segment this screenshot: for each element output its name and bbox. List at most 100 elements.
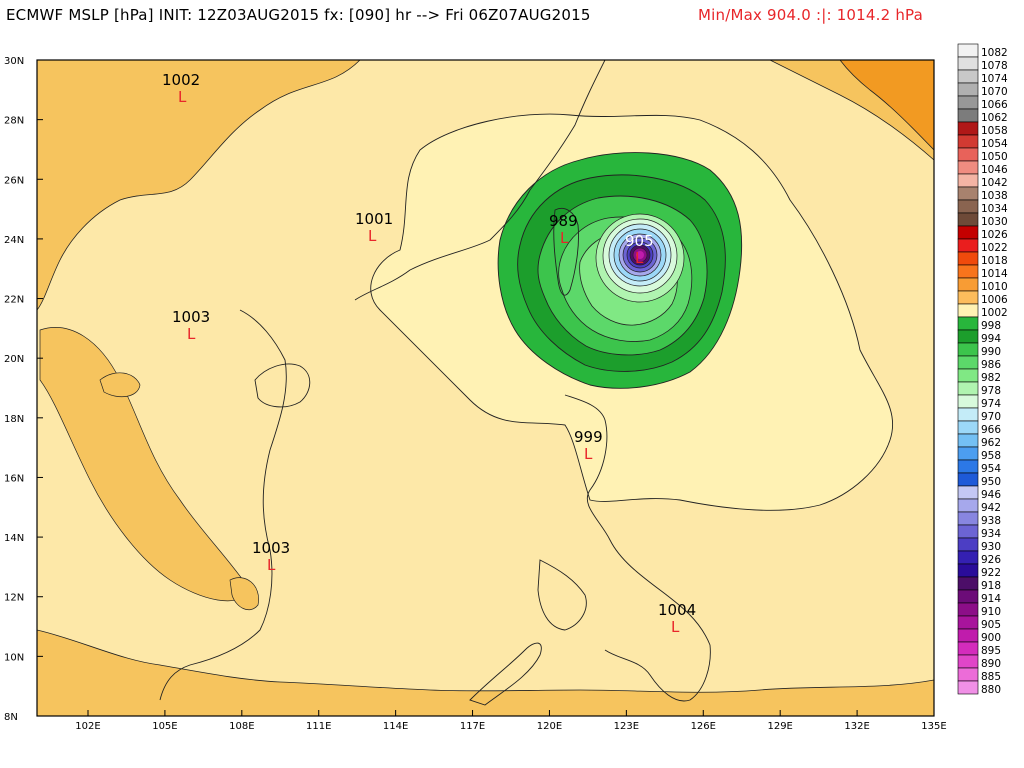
lat-tick-label: 20N — [4, 354, 24, 365]
legend-swatch — [957, 108, 979, 123]
legend-swatch — [957, 550, 979, 565]
legend-swatch — [957, 355, 979, 370]
legend-swatch — [957, 342, 979, 357]
lon-tick-label: 129E — [767, 721, 792, 732]
legend-swatch — [957, 667, 979, 682]
legend-swatch — [957, 381, 979, 396]
legend-label: 880 — [981, 684, 1001, 696]
low-marker: L — [635, 249, 644, 267]
legend-label: 1082 — [981, 47, 1008, 59]
legend-label: 1030 — [981, 216, 1008, 228]
lon-tick-label: 114E — [383, 721, 408, 732]
legend-swatch — [957, 121, 979, 136]
legend-label: 1006 — [981, 294, 1008, 306]
legend-swatch — [957, 173, 979, 188]
legend-label: 914 — [981, 593, 1001, 605]
lat-tick-label: 30N — [4, 56, 24, 67]
legend-label: 1026 — [981, 229, 1008, 241]
legend-label: 938 — [981, 515, 1001, 527]
legend-label: 1050 — [981, 151, 1008, 163]
legend-label: 950 — [981, 476, 1001, 488]
legend-swatch — [957, 303, 979, 318]
legend-swatch — [957, 134, 979, 149]
legend-swatch — [957, 602, 979, 617]
legend-label: 1070 — [981, 86, 1008, 98]
legend-swatch — [957, 394, 979, 409]
lat-tick-label: 26N — [4, 175, 24, 186]
plot-frame — [36, 59, 935, 717]
lat-tick-label: 22N — [4, 295, 24, 306]
lon-tick-label: 120E — [537, 721, 562, 732]
legend-swatch — [957, 576, 979, 591]
legend-label: 1054 — [981, 138, 1008, 150]
pressure-label: 1004 — [658, 601, 696, 619]
legend-swatch — [957, 199, 979, 214]
legend-label: 974 — [981, 398, 1001, 410]
lon-tick-label: 126E — [691, 721, 716, 732]
legend-swatch — [957, 251, 979, 266]
legend-label: 926 — [981, 554, 1001, 566]
legend-label: 1074 — [981, 73, 1008, 85]
legend-label: 1066 — [981, 99, 1008, 111]
legend-label: 895 — [981, 645, 1001, 657]
latitude-axis: 30N 28N 26N 24N 22N 20N 18N 16N 14N 12N 10N 8N — [4, 56, 43, 723]
legend-swatch — [957, 225, 979, 240]
lon-tick-label: 132E — [844, 721, 869, 732]
legend-label: 942 — [981, 502, 1001, 514]
legend-label: 954 — [981, 463, 1001, 475]
legend-label: 1022 — [981, 242, 1008, 254]
legend-label: 1002 — [981, 307, 1008, 319]
legend-swatch — [957, 82, 979, 97]
legend-swatch — [957, 537, 979, 552]
legend-swatch — [957, 69, 979, 84]
legend-swatch — [957, 511, 979, 526]
legend-swatch — [957, 238, 979, 253]
lat-tick-label: 16N — [4, 473, 24, 484]
legend-swatch — [957, 212, 979, 227]
low-marker: L — [671, 618, 680, 636]
legend-label: 1010 — [981, 281, 1008, 293]
legend-label: 1062 — [981, 112, 1008, 124]
legend-label: 1042 — [981, 177, 1008, 189]
legend-swatch — [957, 472, 979, 487]
legend-label: 982 — [981, 372, 1001, 384]
field-1010-patch-a — [99, 372, 141, 398]
legend-label: 890 — [981, 658, 1001, 670]
legend-swatch — [957, 329, 979, 344]
lat-tick-label: 18N — [4, 414, 24, 425]
legend-label: 1046 — [981, 164, 1008, 176]
lon-tick-label: 111E — [306, 721, 331, 732]
pressure-label: 1001 — [355, 210, 393, 228]
legend-label: 900 — [981, 632, 1001, 644]
legend-label: 1014 — [981, 268, 1008, 280]
legend-label: 1034 — [981, 203, 1008, 215]
pressure-label: 1002 — [162, 71, 200, 89]
legend-label: 978 — [981, 385, 1001, 397]
legend-swatch — [957, 680, 979, 695]
lat-tick-label: 10N — [4, 652, 24, 663]
low-marker: L — [178, 88, 187, 106]
legend-label: 934 — [981, 528, 1001, 540]
legend-label: 1018 — [981, 255, 1008, 267]
low-marker: L — [267, 556, 276, 574]
legend-label: 958 — [981, 450, 1001, 462]
field-905 — [636, 251, 644, 259]
legend-label: 885 — [981, 671, 1001, 683]
lon-tick-label: 105E — [152, 721, 177, 732]
legend-swatch — [957, 95, 979, 110]
legend-label: 1038 — [981, 190, 1008, 202]
legend-label: 962 — [981, 437, 1001, 449]
lat-tick-label: 8N — [4, 712, 18, 723]
legend-label: 910 — [981, 606, 1001, 618]
legend-swatch — [957, 420, 979, 435]
lat-tick-label: 14N — [4, 533, 24, 544]
legend-swatch — [957, 446, 979, 461]
legend-swatch — [957, 628, 979, 643]
legend-swatch — [957, 56, 979, 71]
longitude-axis: 102E 105E 108E 111E 114E 117E 120E 123E 126E 129E… — [75, 710, 947, 732]
legend-label: 946 — [981, 489, 1001, 501]
pressure-field — [37, 60, 934, 716]
pressure-label: 1003 — [252, 539, 290, 557]
field-1010-patch-b — [229, 577, 259, 611]
